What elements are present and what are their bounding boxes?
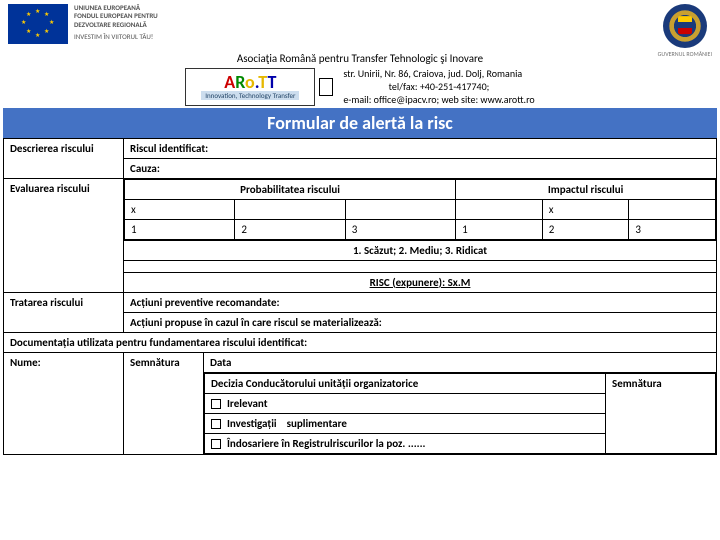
eu-block: ★★ ★★ ★★ ★★ UNIUNEA EUROPEANĂ FONDUL EUR… xyxy=(8,4,158,44)
opt-investig: Investigații suplimentare xyxy=(205,414,606,434)
label-expunere: RISC (expunere): Sx.M xyxy=(124,273,717,293)
eu-text: UNIUNEA EUROPEANĂ FONDUL EUROPEAN PENTRU… xyxy=(74,4,158,42)
label-semn2: Semnătura xyxy=(606,374,716,454)
checkbox-icon[interactable] xyxy=(211,439,221,449)
prob-1: 1 xyxy=(125,220,235,240)
label-scale: 1. Scăzut; 2. Mediu; 3. Ridicat xyxy=(124,241,717,261)
eu-line3: DEZVOLTARE REGIONALĂ xyxy=(74,21,158,29)
label-nume: Nume: xyxy=(4,353,124,455)
assoc-telfax: tel/fax: +40-251-417740; xyxy=(343,80,534,93)
assoc-title: Asociaţia Română pentru Transfer Tehnolo… xyxy=(0,52,720,65)
gov-block: GUVERNUL ROMÂNIEI xyxy=(658,4,712,58)
label-impact: Impactul riscului xyxy=(456,180,716,200)
opt-indos: Îndosariere în Registrulriscurilor la po… xyxy=(205,434,606,454)
label-act-prev: Acțiuni preventive recomandate: xyxy=(124,293,717,313)
form-table: Descrierea riscului Riscul identificat: … xyxy=(3,138,717,455)
arott-sub: Innovation, Technology Transfer xyxy=(201,91,299,100)
impact-1: 1 xyxy=(456,220,543,240)
label-decizia: Decizia Conducătorului unității organiza… xyxy=(205,374,606,394)
label-evaluarea: Evaluarea riscului xyxy=(4,179,124,293)
assoc-contact: e-mail: office@ipacv.ro; web site: www.a… xyxy=(343,93,534,106)
eu-flag-icon: ★★ ★★ ★★ ★★ xyxy=(8,4,68,44)
checkbox-icon[interactable] xyxy=(211,419,221,429)
placeholder-icon xyxy=(319,78,333,96)
impact-2: 2 xyxy=(542,220,629,240)
gov-logo-icon xyxy=(663,4,707,48)
prob-2: 2 xyxy=(235,220,345,240)
opt-irelevant: Irelevant xyxy=(205,394,606,414)
impact-3: 3 xyxy=(629,220,716,240)
label-risc-ident: Riscul identificat: xyxy=(124,139,717,159)
label-prob: Probabilitatea riscului xyxy=(125,180,456,200)
label-doc: Documentația utilizata pentru fundamenta… xyxy=(4,333,717,353)
prob-x: x xyxy=(125,200,235,220)
label-cauza: Cauza: xyxy=(124,159,717,179)
label-tratarea: Tratarea riscului xyxy=(4,293,124,333)
form-title: Formular de alertă la risc xyxy=(3,108,717,138)
eval-grid: Probabilitatea riscului Impactul risculu… xyxy=(124,179,716,240)
label-act-prop: Acțiuni propuse în cazul în care riscul … xyxy=(124,313,717,333)
header: ★★ ★★ ★★ ★★ UNIUNEA EUROPEANĂ FONDUL EUR… xyxy=(0,0,720,58)
checkbox-icon[interactable] xyxy=(211,399,221,409)
arott-logo-icon: ARo.TT Innovation, Technology Transfer xyxy=(185,68,315,106)
label-descrierea: Descrierea riscului xyxy=(4,139,124,179)
impact-x: x xyxy=(542,200,629,220)
gov-text: GUVERNUL ROMÂNIEI xyxy=(658,50,712,58)
label-data: Data xyxy=(204,353,717,373)
assoc-addr: str. Unirii, Nr. 86, Craiova, jud. Dolj,… xyxy=(343,67,534,80)
prob-3: 3 xyxy=(345,220,455,240)
association-block: Asociaţia Română pentru Transfer Tehnolo… xyxy=(0,52,720,106)
eu-line4: INVESTIM ÎN VIITORUL TĂU! xyxy=(74,33,158,41)
label-semn: Semnătura xyxy=(124,353,204,455)
